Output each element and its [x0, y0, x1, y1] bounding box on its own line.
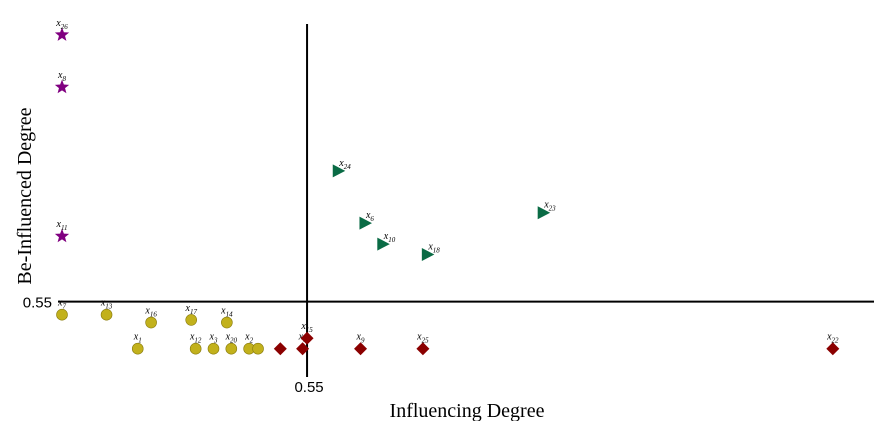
x-axis-title: Influencing Degree — [390, 400, 545, 421]
axes: 0.55 0.55 — [23, 24, 874, 396]
point-diamond-x15 — [300, 331, 314, 345]
point-triangle-x6 — [359, 216, 372, 230]
point-triangle-x24 — [332, 164, 346, 178]
point-sphere-x13 — [100, 308, 113, 321]
point-label-x23: x23 — [543, 200, 556, 213]
point-sphere-x14 — [221, 316, 233, 329]
point-sphere-x3 — [207, 342, 220, 355]
point-star-x11 — [54, 228, 70, 243]
point-label-x1: x1 — [133, 332, 142, 345]
point-diamond-x4 — [296, 342, 310, 356]
y-threshold-tick-label: 0.55 — [23, 295, 52, 312]
point-label-x10: x10 — [383, 231, 396, 244]
point-triangle-x10 — [377, 237, 390, 251]
point-label-x7: x7 — [57, 298, 66, 311]
point-diamond — [273, 342, 287, 356]
point-sphere-x16 — [145, 316, 157, 329]
point-label-x14: x14 — [220, 306, 233, 319]
point-label-x9: x9 — [356, 332, 365, 345]
y-axis-title: Be-Influenced Degree — [14, 107, 36, 284]
point-sphere-x17 — [185, 314, 198, 326]
point-triangle-x18 — [421, 248, 435, 262]
point-label-x6: x6 — [365, 210, 374, 223]
point-label-x12: x12 — [189, 332, 202, 345]
point-label-x24: x24 — [338, 158, 351, 171]
point-label-x13: x13 — [100, 298, 113, 311]
point-label-x22: x22 — [826, 332, 839, 345]
point-label-x2: x2 — [244, 332, 253, 345]
point-label-x20: x20 — [225, 332, 238, 345]
point-sphere-x12 — [189, 342, 202, 355]
data-points: x26 x8 x11 x24 x6 x10 x18 x23 x7 x13 x16 x17 x14 x1 x1… — [54, 18, 840, 356]
point-label-x3: x3 — [209, 332, 218, 345]
point-label-x11: x11 — [56, 219, 68, 232]
point-triangle-x23 — [537, 206, 551, 220]
point-sphere-x7 — [56, 308, 68, 321]
point-diamond-x25 — [416, 342, 430, 356]
point-label-x18: x18 — [427, 242, 440, 255]
x-threshold-tick-label: 0.55 — [294, 379, 323, 396]
point-diamond-x9 — [354, 342, 368, 356]
point-sphere-x20 — [225, 342, 238, 355]
point-label-x8: x8 — [57, 70, 66, 83]
point-label-x16: x16 — [144, 306, 157, 319]
point-label-x25: x25 — [416, 332, 429, 345]
point-label-x17: x17 — [184, 303, 197, 316]
point-diamond-x22 — [826, 342, 840, 356]
point-label-x26: x26 — [55, 18, 68, 31]
point-star-x8 — [54, 79, 70, 94]
point-sphere-x1 — [131, 342, 144, 355]
point-sphere — [252, 342, 264, 355]
point-star-x26 — [54, 27, 70, 41]
point-label-x15: x15 — [300, 321, 313, 334]
